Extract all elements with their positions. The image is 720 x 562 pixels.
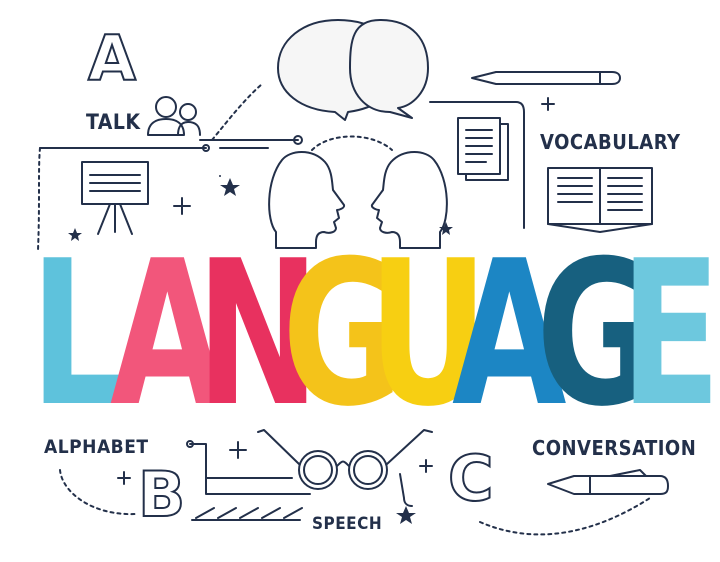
title-letter-5: U <box>368 218 489 451</box>
vocabulary-label: VOCABULARY <box>540 130 681 154</box>
title-letter-4: G <box>282 218 404 451</box>
talk-label: TALK <box>86 110 141 134</box>
pencil-icon <box>471 71 621 85</box>
stars <box>68 178 453 524</box>
book-icon <box>547 167 653 233</box>
glasses-icon <box>257 429 433 490</box>
title-letter-6: A <box>452 218 567 451</box>
alphabet-label: ALPHABET <box>44 436 149 458</box>
conversation-label: CONVERSATION <box>532 436 697 460</box>
presentation-board-icon <box>81 161 149 235</box>
title-letter-7: G <box>536 218 658 451</box>
heads-icon <box>268 135 448 249</box>
connector-lines <box>37 83 651 536</box>
people-icon <box>147 96 201 136</box>
letter-c: C <box>447 442 494 515</box>
language-title: L A N G U A G E <box>0 218 720 451</box>
title-letter-1: L <box>30 218 125 451</box>
speech-label: SPEECH <box>312 514 383 534</box>
pen-icon <box>547 469 669 495</box>
documents-icon <box>457 117 509 181</box>
letter-a: A <box>87 22 137 95</box>
title-letter-2: A <box>110 218 225 451</box>
plus-marks <box>117 97 555 485</box>
title-letter-8: E <box>620 218 720 451</box>
title-letter-3: N <box>196 218 320 451</box>
letter-b: B <box>137 458 186 531</box>
speech-bubbles-icon <box>277 19 429 121</box>
